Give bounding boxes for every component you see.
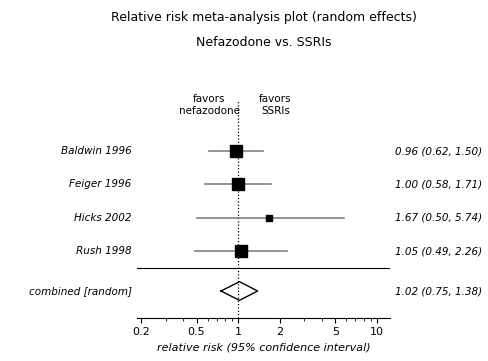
Text: 1.05 (0.49, 2.26): 1.05 (0.49, 2.26) [395,246,483,256]
Text: 1.67 (0.50, 5.74): 1.67 (0.50, 5.74) [395,213,483,223]
X-axis label: relative risk (95% confidence interval): relative risk (95% confidence interval) [157,343,370,353]
Text: 0.96 (0.62, 1.50): 0.96 (0.62, 1.50) [395,146,483,156]
Text: Baldwin 1996: Baldwin 1996 [61,146,132,156]
Text: Hicks 2002: Hicks 2002 [74,213,132,223]
Text: 1.00 (0.58, 1.71): 1.00 (0.58, 1.71) [395,179,483,190]
Text: favors
SSRIs: favors SSRIs [259,95,291,116]
Text: Rush 1998: Rush 1998 [76,246,132,256]
Text: Relative risk meta-analysis plot (random effects): Relative risk meta-analysis plot (random… [111,11,416,24]
Text: favors
nefazodone: favors nefazodone [179,95,240,116]
Text: combined [random]: combined [random] [29,286,132,296]
Text: Nefazodone vs. SSRIs: Nefazodone vs. SSRIs [196,36,331,49]
Text: 1.02 (0.75, 1.38): 1.02 (0.75, 1.38) [395,286,483,296]
Text: Feiger 1996: Feiger 1996 [69,179,132,190]
